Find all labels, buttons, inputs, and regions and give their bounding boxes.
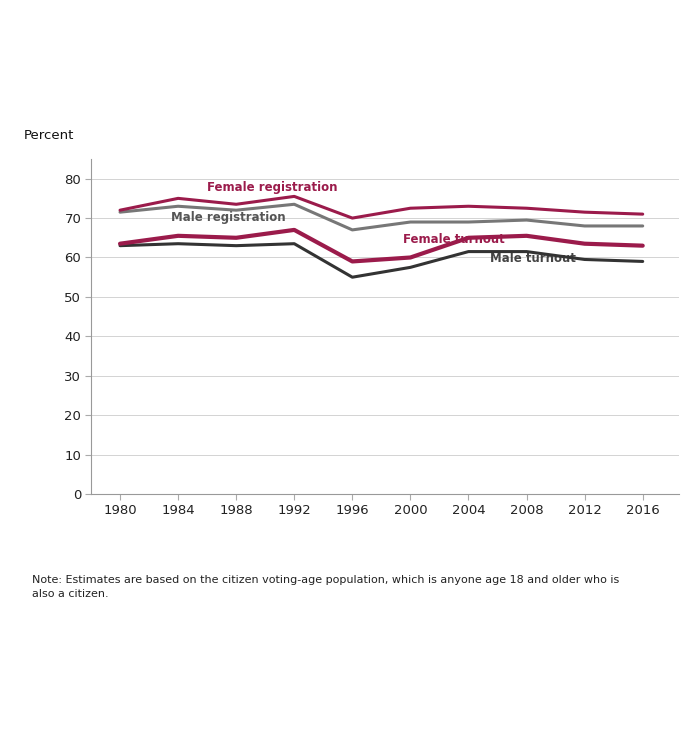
Text: United States®: United States® [14, 638, 85, 647]
Text: <https://www2.census.gov/programs-surveys: <https://www2.census.gov/programs-survey… [423, 680, 662, 690]
Text: Female registration: Female registration [207, 182, 337, 194]
Text: U.S. Department of Commerce: U.S. Department of Commerce [183, 642, 386, 655]
Text: Source: Current Population Survey Voting: Source: Current Population Survey Voting [434, 641, 651, 651]
Text: Percent: Percent [23, 129, 74, 142]
Text: Note: Estimates are based on the citizen voting-age population, which is anyone : Note: Estimates are based on the citizen… [32, 576, 619, 599]
Text: /cps/techdocs/cpsnov16.pdf>: /cps/techdocs/cpsnov16.pdf> [465, 693, 620, 703]
Text: and Registration Supplement:: and Registration Supplement: [465, 654, 620, 664]
Text: Participation in Presidential Elections
by Sex Since 1980: Participation in Presidential Elections … [40, 26, 660, 89]
Text: Male turnout: Male turnout [490, 252, 576, 265]
Text: Presidential Elections 1980–2016: Presidential Elections 1980–2016 [456, 667, 629, 677]
Text: census.gov: census.gov [183, 670, 249, 683]
Text: Bureau: Bureau [60, 694, 97, 704]
Text: U.S. CENSUS BUREAU: U.S. CENSUS BUREAU [183, 657, 288, 667]
Text: Female turnout: Female turnout [403, 233, 505, 245]
Text: Census: Census [11, 647, 127, 676]
Text: Male registration: Male registration [171, 211, 286, 225]
